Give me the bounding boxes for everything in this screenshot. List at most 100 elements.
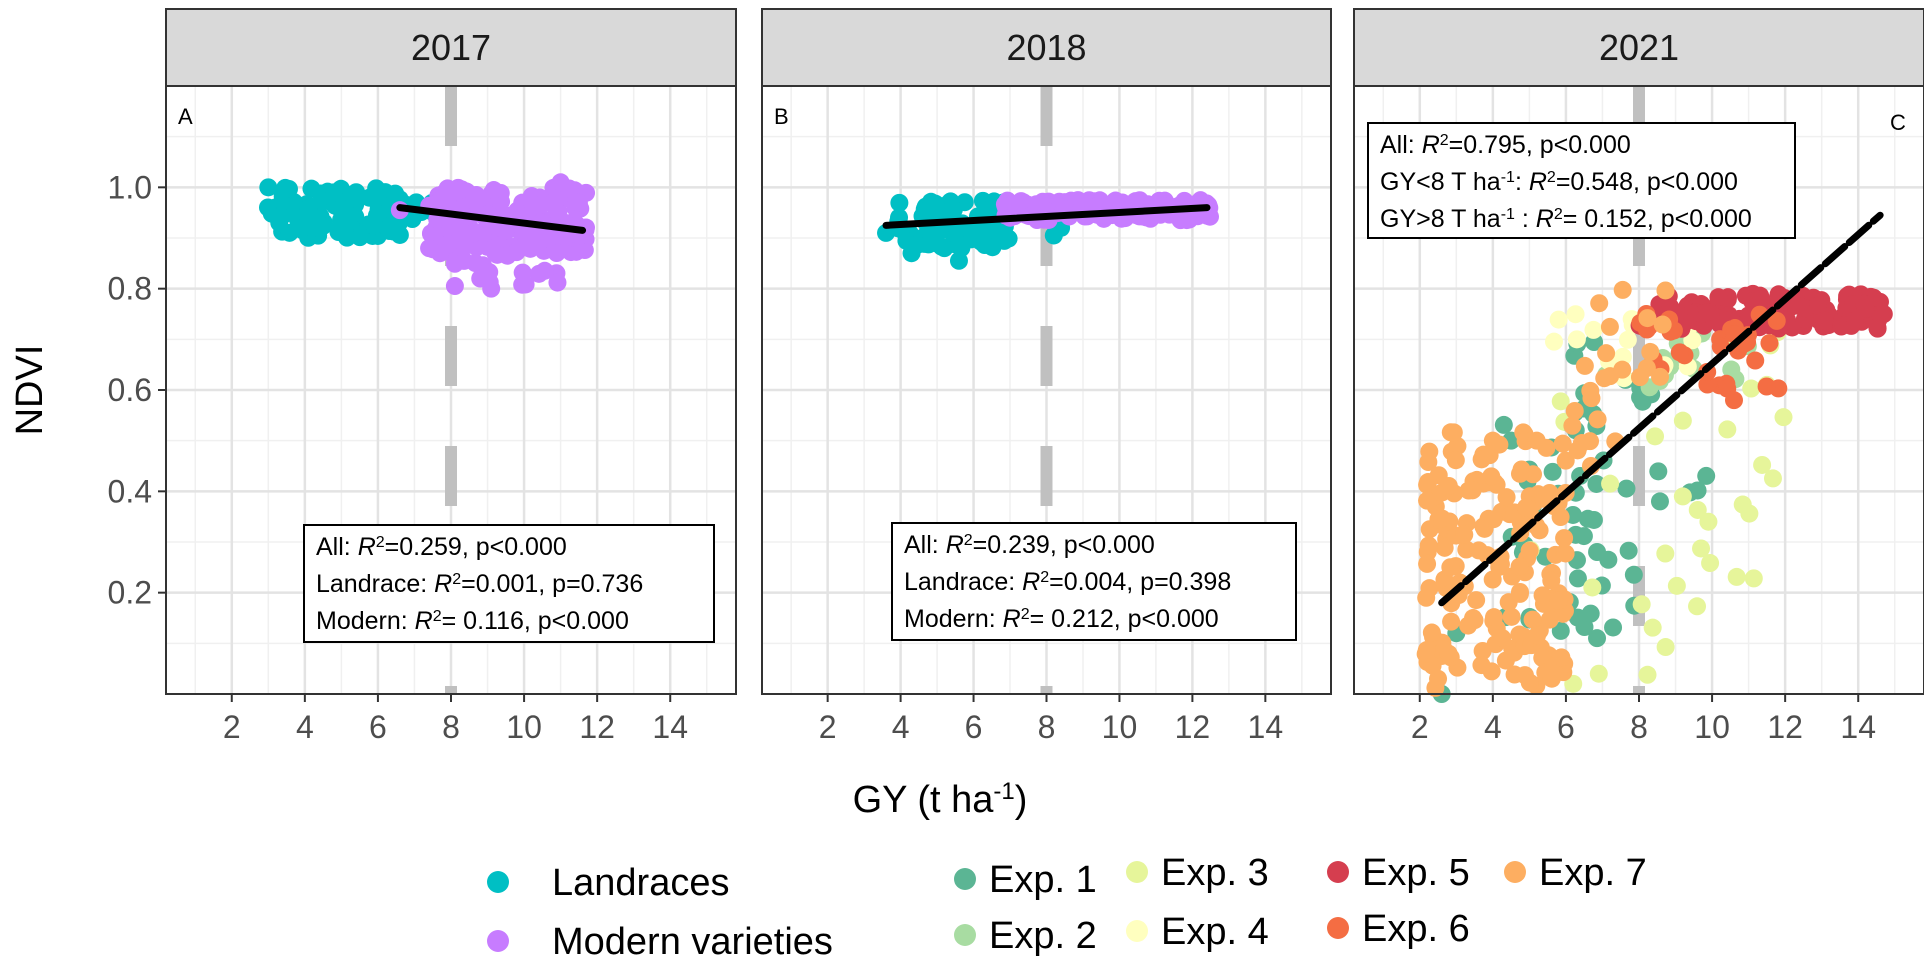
legend-item-exp-5: Exp. 5 (1327, 852, 1470, 894)
data-point (1563, 416, 1582, 435)
legend-label: Modern varieties (552, 921, 833, 959)
data-point (1632, 595, 1651, 614)
legend-label: Exp. 7 (1539, 852, 1647, 894)
data-point (1472, 450, 1491, 469)
data-point (513, 263, 532, 282)
data-point (1587, 474, 1606, 493)
x-tick-label: 4 (892, 709, 910, 745)
stats-line: Landrace: R2=0.004, p=0.398 (904, 568, 1231, 596)
data-point (1441, 558, 1460, 577)
data-point (1433, 509, 1452, 528)
x-tick-label: 4 (296, 709, 314, 745)
data-point (1446, 451, 1465, 470)
stats-line: Modern: R2= 0.116, p<0.000 (316, 607, 629, 635)
data-point (1604, 618, 1623, 637)
data-point (1581, 381, 1600, 400)
x-tick-label: 4 (1484, 709, 1502, 745)
legend-item-exp-1: Exp. 1 (954, 859, 1097, 901)
data-point (926, 194, 945, 213)
data-point (325, 183, 344, 202)
y-tick-label: 0.6 (108, 372, 152, 408)
data-point (1638, 309, 1657, 328)
data-point (368, 188, 387, 207)
data-point (1418, 491, 1437, 510)
data-point (1709, 288, 1728, 307)
data-point (1419, 473, 1438, 492)
y-tick-label: 0.8 (108, 271, 152, 307)
data-point (389, 214, 408, 233)
data-point (1429, 669, 1448, 688)
data-point (1556, 451, 1575, 470)
data-point (1809, 296, 1828, 315)
data-point (1589, 664, 1608, 683)
x-tick-label: 2 (1411, 709, 1429, 745)
data-point (1667, 576, 1686, 595)
x-tick-label: 14 (652, 709, 688, 745)
x-axis: 2 4 6 8 10 12 14 (819, 694, 1283, 745)
strip-title: 2017 (411, 27, 491, 68)
data-point (1583, 578, 1602, 597)
data-point (1566, 305, 1585, 324)
data-point (1483, 570, 1502, 589)
data-point (431, 244, 450, 263)
stats-annotation: All: R2=0.795, p<0.000 GY<8 T ha-1: R2=0.… (1367, 122, 1796, 239)
x-tick-label: 14 (1248, 709, 1284, 745)
data-point (1613, 280, 1632, 299)
data-point (1673, 411, 1692, 430)
data-point (471, 269, 490, 288)
legend-key (954, 924, 976, 946)
fit-line (882, 204, 1211, 229)
data-point (1556, 544, 1575, 563)
data-point (1746, 351, 1765, 370)
data-point (1588, 543, 1607, 562)
stats-line: All: R2=0.239, p<0.000 (904, 531, 1155, 559)
x-axis-title: GY (t ha-1) (853, 778, 1028, 822)
data-point (1494, 415, 1513, 434)
data-point (1439, 644, 1458, 663)
y-tick-label: 0.2 (108, 575, 152, 611)
data-point (902, 244, 921, 263)
data-point (935, 239, 954, 258)
stats-box (891, 522, 1297, 641)
x-tick-label: 6 (1557, 709, 1575, 745)
data-point (1565, 401, 1584, 420)
x-tick-label: 12 (579, 709, 615, 745)
data-point (1698, 375, 1717, 394)
data-point (1630, 368, 1649, 387)
x-axis: 2 4 6 8 10 12 14 (1411, 694, 1876, 745)
x-tick-label: 2 (819, 709, 837, 745)
data-point (1523, 610, 1542, 629)
data-point (1718, 420, 1737, 439)
stats-line: GY<8 T ha-1: R2=0.548, p<0.000 (1380, 168, 1738, 196)
legend-label: Landraces (552, 862, 729, 904)
data-point (1588, 629, 1607, 648)
legend-key (487, 930, 509, 952)
data-point (1643, 618, 1662, 637)
legend-label: Exp. 4 (1161, 911, 1269, 953)
data-point (1653, 315, 1672, 334)
data-point (259, 178, 278, 197)
data-point (1568, 569, 1587, 588)
data-point (1542, 571, 1561, 590)
data-point (1463, 481, 1482, 500)
data-point (484, 181, 503, 200)
points (877, 191, 1219, 270)
data-point (1418, 554, 1437, 573)
legend-label: Exp. 2 (989, 915, 1097, 957)
data-point (575, 241, 594, 260)
data-point (1752, 289, 1771, 308)
data-point (1530, 521, 1549, 540)
data-point (890, 193, 909, 212)
data-point (1701, 554, 1720, 573)
data-point (258, 198, 277, 217)
data-point (1733, 495, 1752, 514)
data-point (1683, 331, 1702, 350)
data-point (1688, 500, 1707, 519)
stats-line: GY>8 T ha-1 : R2= 0.152, p<0.000 (1380, 205, 1752, 233)
data-point (1584, 320, 1603, 339)
data-point (525, 198, 544, 217)
x-tick-label: 10 (1694, 709, 1730, 745)
stats-annotation: All: R2=0.259, p<0.000 Landrace: R2=0.001… (303, 524, 715, 643)
data-point (1420, 579, 1439, 598)
strip-2021 (1353, 8, 1924, 87)
